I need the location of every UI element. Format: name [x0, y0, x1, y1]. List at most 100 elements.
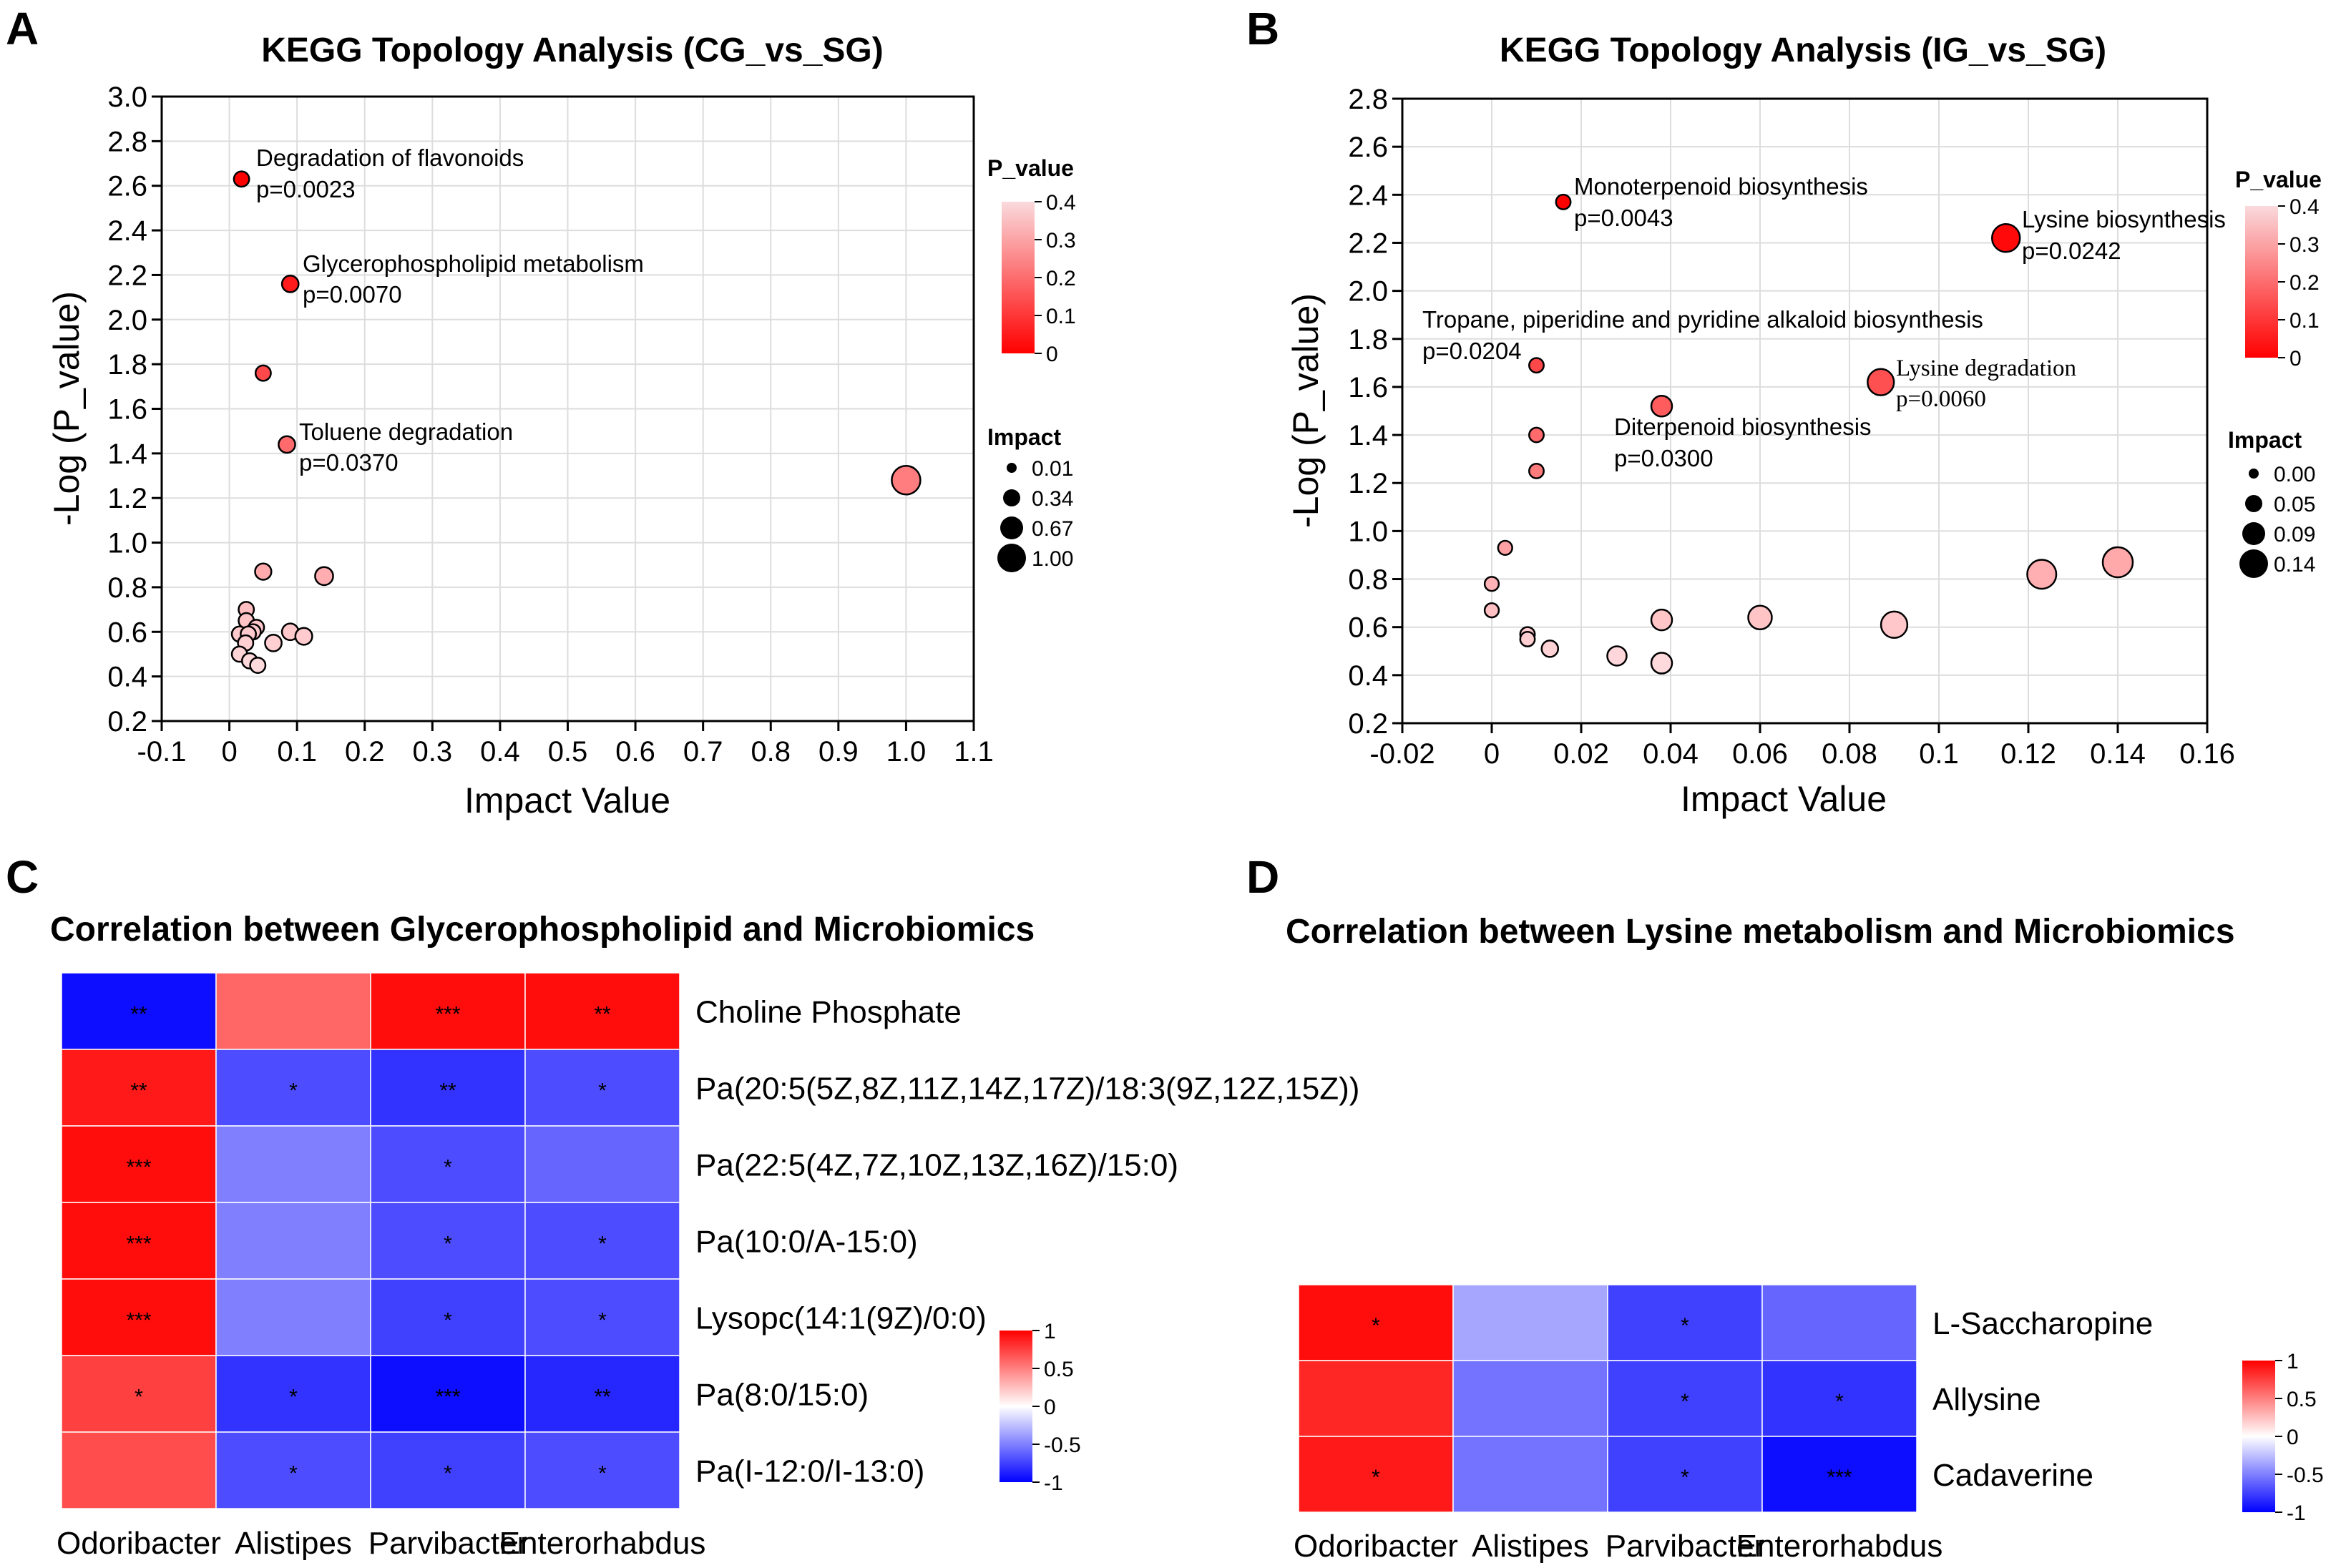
- data-point: [1497, 539, 1513, 557]
- y-tick-label: 2.4: [107, 215, 147, 247]
- data-point: [1650, 652, 1673, 675]
- points-b: [1483, 193, 2134, 675]
- size-legend-label: 1.00: [1032, 547, 1073, 571]
- heatmap-cell: [370, 1125, 526, 1203]
- y-tick-label: 1.6: [107, 394, 147, 426]
- y-tick-label: 2.6: [1348, 132, 1388, 163]
- x-tick-label: -0.02: [1369, 738, 1435, 770]
- colorbar-tick-label: 0.1: [1046, 305, 1076, 328]
- significance-label: *: [1835, 1390, 1844, 1413]
- significance-label: *: [444, 1309, 452, 1333]
- legend-title: P_value: [2235, 167, 2322, 192]
- plot-frame-b: [1401, 97, 2209, 725]
- heatmap-cell: [1761, 1436, 1917, 1513]
- colorbar-tick-label: -0.5: [1044, 1434, 1081, 1457]
- data-point: [249, 657, 267, 675]
- y-tick-label: 0.8: [107, 572, 147, 604]
- y-tick-label: 1.2: [1348, 468, 1388, 499]
- annotation-name: Diterpenoid biosynthesis: [1614, 413, 1872, 440]
- size-legend-dot: [1000, 516, 1023, 539]
- significance-label: *: [1681, 1314, 1689, 1338]
- heatmap-cell: [1761, 1360, 1917, 1437]
- heatmap-cell: [1761, 1284, 1917, 1361]
- annotation-p: p=0.0043: [1574, 205, 1673, 231]
- impact-legend-b: Impact 0.00 0.05 0.09 0.14: [2228, 427, 2315, 578]
- data-point: [1991, 222, 2021, 253]
- column-label: Enterorhabdus: [1736, 1529, 1943, 1564]
- significance-label: ***: [435, 1386, 460, 1409]
- heatmap-cell: [215, 972, 371, 1050]
- y-axis-label-b: -Log (P_value): [1286, 293, 1326, 528]
- x-tick-label: 0.9: [818, 736, 859, 768]
- y-tick-label: 2.4: [1348, 180, 1388, 211]
- significance-label: *: [289, 1462, 298, 1486]
- data-point: [1606, 645, 1628, 667]
- annotation-name: Lysine degradation: [1896, 356, 2076, 381]
- colorbar-tick-label: 0.2: [2289, 271, 2320, 295]
- significance-label: *: [1372, 1314, 1380, 1338]
- size-legend-label: 0.67: [1032, 517, 1073, 541]
- x-tick-label: 0.6: [615, 736, 655, 768]
- grid-a: [162, 97, 974, 721]
- significance-label: *: [1681, 1390, 1689, 1413]
- annotation-name: Degradation of flavonoids: [256, 144, 524, 171]
- significance-label: ***: [126, 1156, 151, 1180]
- data-point: [294, 627, 313, 646]
- heatmap-cell: [1298, 1360, 1454, 1437]
- data-point: [1867, 368, 1895, 396]
- x-tick-label: 0.06: [1732, 738, 1788, 770]
- significance-label: *: [444, 1462, 452, 1486]
- colorbar-tick-label: -0.5: [2287, 1464, 2324, 1487]
- heatmap-cell: [524, 1278, 680, 1356]
- data-point: [1880, 610, 1909, 639]
- annotations-a: Degradation of flavonoids p=0.0023 Glyce…: [256, 144, 644, 476]
- data-point: [1650, 608, 1673, 632]
- pvalue-legend-a: P_value 0.4 0.3 0.2 0.1 0: [987, 155, 1076, 366]
- significance-label: *: [444, 1156, 452, 1180]
- x-tick-label: 0.2: [345, 736, 385, 768]
- y-tick-label: 0.4: [1348, 660, 1388, 692]
- legend-title: Impact: [2228, 427, 2302, 453]
- data-point: [891, 465, 922, 496]
- legend-title: Impact: [987, 424, 1061, 450]
- annotation-name: Tropane, piperidine and pyridine alkaloi…: [1422, 306, 1983, 333]
- annotation-name: Monoterpenoid biosynthesis: [1574, 173, 1868, 200]
- row-label: Allysine: [1932, 1382, 2041, 1417]
- y-tick-label: 2.2: [1348, 227, 1388, 259]
- data-point: [1483, 602, 1500, 619]
- x-tick-label: 0.5: [548, 736, 588, 768]
- colorbar-tick-label: 0: [1044, 1396, 1056, 1419]
- color-legend-c: 1 0.5 0 -0.5 -1: [1000, 1320, 1081, 1495]
- colorbar-tick-label: 0: [2287, 1426, 2299, 1449]
- heatmap-cell: [1607, 1360, 1763, 1437]
- colorbar-tick-label: 0.3: [2289, 233, 2320, 257]
- size-legend-dot: [2245, 495, 2262, 512]
- heatmap-cell: [61, 1049, 217, 1127]
- x-axis-label-a: Impact Value: [464, 780, 670, 820]
- y-tick-label: 1.8: [1348, 324, 1388, 356]
- significance-label: ***: [126, 1309, 151, 1333]
- y-tick-label: 1.0: [107, 528, 147, 559]
- y-tick-label: 2.8: [107, 126, 147, 157]
- points-a: [230, 170, 922, 675]
- annotation-p: p=0.0204: [1422, 338, 1522, 364]
- panel-letter-a: A: [6, 3, 39, 54]
- significance-label: *: [598, 1462, 607, 1486]
- significance-label: ***: [126, 1233, 151, 1256]
- significance-label: *: [444, 1233, 452, 1256]
- heatmap-cell: [1298, 1284, 1454, 1361]
- heatmap-cell: [1452, 1360, 1608, 1437]
- data-point: [278, 435, 296, 454]
- axis-ticks-b: -0.02 0 0.02 0.04 0.06 0.08 0.1 0.12 0.14 0.16 0.2…: [1348, 84, 2235, 770]
- y-tick-label: 0.6: [107, 617, 147, 648]
- significance-label: ***: [1827, 1466, 1852, 1489]
- annotation-name: Lysine biosynthesis: [2022, 206, 2226, 232]
- y-tick-label: 2.2: [107, 260, 147, 291]
- chart-title-d: Correlation between Lysine metabolism an…: [1286, 913, 2235, 951]
- scatter-panel-b: KEGG Topology Analysis (IG_vs_SG) -0.02 0…: [1286, 31, 2322, 819]
- heatmap-cell: [524, 1202, 680, 1280]
- column-labels-c: Odoribacter Alistipes ParvibacterEnterorha…: [57, 1526, 705, 1561]
- column-label: Odoribacter: [1294, 1529, 1458, 1564]
- x-tick-label: 0.1: [1919, 738, 1959, 770]
- annotation-p: p=0.0023: [256, 176, 356, 202]
